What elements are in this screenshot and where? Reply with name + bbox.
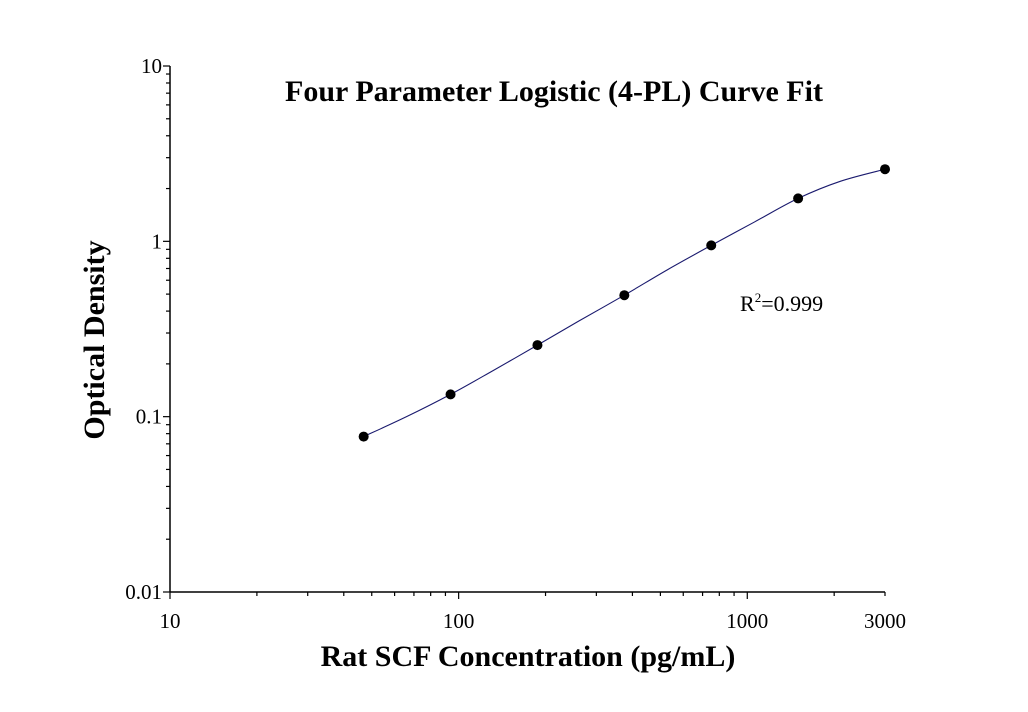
- y-tick-label: 0.01: [125, 580, 162, 604]
- tick-labels-layer: 0.01 0.1 1 10 10 100 1000 3000: [125, 54, 906, 633]
- data-points-layer: [358, 164, 890, 442]
- x-tick-label: 100: [443, 609, 475, 633]
- r-squared-value: =0.999: [761, 291, 823, 316]
- data-point: [793, 193, 804, 204]
- data-point: [445, 389, 456, 400]
- data-point: [619, 290, 630, 301]
- data-point: [706, 240, 717, 251]
- y-tick-label: 1: [152, 229, 163, 253]
- r-squared-annotation: R2=0.999: [740, 290, 823, 316]
- r-squared-base: R: [740, 291, 755, 316]
- data-point: [358, 431, 369, 442]
- x-tick-label: 3000: [864, 609, 906, 633]
- r-squared-superscript: 2: [755, 290, 762, 305]
- x-tick-label: 1000: [726, 609, 768, 633]
- chart-title: Four Parameter Logistic (4-PL) Curve Fit: [285, 75, 823, 108]
- y-tick-label: 0.1: [136, 405, 162, 429]
- x-axis-label: Rat SCF Concentration (pg/mL): [321, 640, 736, 673]
- y-axis-label: Optical Density: [78, 240, 111, 439]
- data-point: [880, 164, 890, 175]
- y-tick-label: 10: [141, 54, 162, 78]
- axes: [163, 65, 886, 599]
- data-point: [532, 340, 543, 351]
- x-tick-label: 10: [160, 609, 181, 633]
